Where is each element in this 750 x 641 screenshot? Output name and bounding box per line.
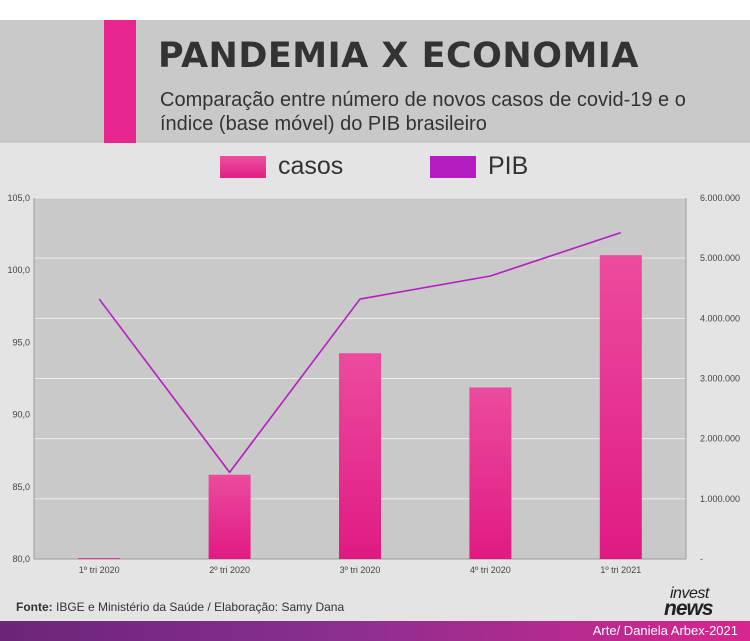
logo-line1: invest: [670, 585, 709, 602]
left-tick-label: 90,0: [12, 410, 30, 420]
bars: [78, 255, 642, 559]
left-tick-label: 100,0: [7, 265, 30, 275]
left-tick-label: 85,0: [12, 482, 30, 492]
pib-line: [98, 231, 622, 474]
page-subtitle: Comparação entre número de novos casos d…: [160, 89, 686, 135]
page-title: PANDEMIA X ECONOMIA: [158, 36, 639, 76]
x-tick-label: 1º tri 2021: [600, 565, 641, 575]
right-tick-label: 5.000.000: [700, 253, 740, 263]
left-tick-label: 80,0: [12, 554, 30, 564]
x-axis-labels: 1º tri 2020 2º tri 2020 3º tri 2020 4º tri …: [79, 565, 641, 575]
left-tick-label: 105,0: [7, 193, 30, 203]
right-tick-label: 6.000.000: [700, 193, 740, 203]
chart-legend: casos PIB: [0, 150, 750, 186]
right-tick-label: -: [700, 554, 703, 564]
right-tick-label: 1.000.000: [700, 494, 740, 504]
bar-casos: [599, 255, 642, 559]
logo-line2: news: [664, 597, 714, 620]
x-tick-label: 1º tri 2020: [79, 565, 120, 575]
right-tick-label: 3.000.000: [700, 374, 740, 384]
accent-bar: [104, 20, 136, 143]
credit-text: Arte/ Daniela Arbex-2021: [592, 623, 738, 638]
source-text: IBGE e Ministério da Saúde / Elaboração:…: [56, 600, 345, 614]
left-axis-labels: 80,0 85,0 90,0 95,0 100,0 105,0: [7, 193, 30, 564]
x-tick-label: 2º tri 2020: [209, 565, 250, 575]
bar-casos: [208, 474, 251, 559]
chart-area: 80,0 85,0 90,0 95,0 100,0 105,0 - 1.000.000 2.0…: [7, 193, 740, 575]
source-label: Fonte:: [16, 600, 53, 614]
legend-label-casos: casos: [278, 152, 344, 180]
right-tick-label: 2.000.000: [700, 434, 740, 444]
legend-swatch-pib: [430, 156, 476, 178]
x-tick-label: 4º tri 2020: [470, 565, 511, 575]
bar-casos: [469, 387, 512, 559]
bar-casos: [78, 558, 121, 559]
x-tick-label: 3º tri 2020: [340, 565, 381, 575]
left-tick-label: 95,0: [12, 337, 30, 347]
source-note: Fonte: IBGE e Ministério da Saúde / Elab…: [16, 600, 344, 614]
footer-band: Arte/ Daniela Arbex-2021: [0, 621, 750, 641]
right-tick-label: 4.000.000: [700, 313, 740, 323]
top-strip: [0, 0, 750, 20]
investnews-logo: invest news: [662, 585, 742, 621]
line-pib: [98, 231, 622, 474]
legend-label-pib: PIB: [488, 152, 529, 180]
legend-swatch-casos: [220, 156, 266, 178]
bar-casos: [339, 353, 381, 559]
right-axis-labels: - 1.000.000 2.000.000 3.000.000 4.000.000 5.0…: [700, 193, 740, 564]
